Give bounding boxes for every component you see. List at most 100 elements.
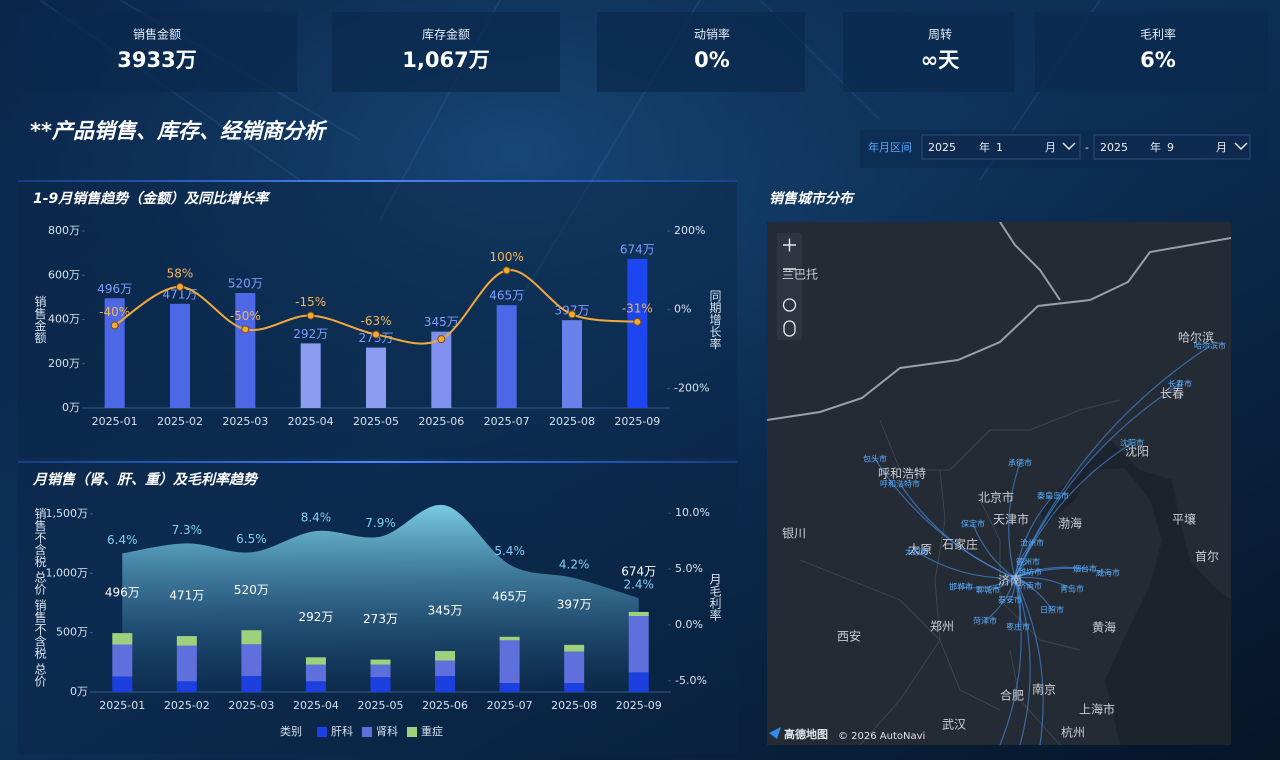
line-label: -50% — [230, 309, 261, 323]
x-tick-label: 2025-04 — [288, 415, 334, 428]
map-border — [767, 237, 1231, 421]
bar — [562, 320, 582, 408]
legend-swatch — [362, 727, 372, 737]
city-label: 长春市 — [1168, 379, 1192, 389]
total-label: 397万 — [557, 597, 592, 611]
flow — [984, 577, 1016, 622]
chevron[interactable] — [1234, 142, 1248, 151]
place-label: 南京 — [1032, 682, 1056, 697]
city-label: 烟台市 — [1073, 564, 1097, 574]
chevron[interactable] — [1062, 142, 1076, 151]
y-tick-label: 1,500万 — [46, 507, 89, 520]
bar-segment — [370, 659, 391, 665]
kpi-value: ∞天 — [921, 48, 960, 72]
place-label: 武汉 — [942, 718, 966, 732]
y2-axis-label: 同期增长率 — [708, 290, 722, 350]
y-tick-label: 0万 — [62, 401, 80, 414]
x-tick-label: 2025-05 — [353, 415, 399, 428]
place-label: 石家庄 — [942, 537, 978, 552]
map-title: 销售城市分布 — [769, 190, 855, 207]
y2-tick-label: 5.0% — [675, 562, 703, 575]
bar-segment — [305, 664, 326, 682]
flow — [1014, 577, 1031, 745]
bar-segment — [305, 657, 326, 665]
city-label: 威海市 — [1096, 568, 1120, 578]
start-picker[interactable] — [921, 134, 1081, 160]
legend-swatch — [317, 727, 327, 737]
bar-segment — [241, 630, 262, 645]
mouse-button[interactable] — [783, 320, 796, 337]
x-tick-label: 2025-03 — [222, 415, 268, 428]
filter-text: 月 — [1216, 141, 1227, 154]
filter-text: 2025 — [1100, 141, 1128, 154]
compass-button[interactable] — [782, 298, 797, 312]
flow — [899, 483, 1016, 579]
y-tick-label: 800万 — [48, 224, 80, 237]
kpi-value: 6% — [1140, 48, 1176, 72]
y2-axis-label: 月毛利率 — [708, 573, 722, 621]
line-point — [502, 266, 511, 275]
flow — [960, 577, 1016, 589]
place-label: 合肥 — [1000, 688, 1024, 703]
flow — [916, 551, 1016, 579]
zoom-buttons[interactable] — [783, 238, 796, 270]
line-label: 2.4% — [623, 578, 654, 592]
line-point — [633, 317, 642, 326]
city-label: 德州市 — [1016, 557, 1040, 567]
end-picker[interactable] — [1093, 134, 1251, 160]
x-tick-label: 2025-08 — [549, 415, 595, 428]
kpi-cards — [18, 12, 1268, 92]
bar-segment — [435, 675, 456, 692]
total-label: 674万 — [621, 564, 656, 578]
city-label: 枣庄市 — [1006, 622, 1030, 632]
city-label: 沧州市 — [1020, 538, 1044, 548]
place-label: 首尔 — [1195, 549, 1219, 564]
kpi-value: 3933万 — [117, 48, 196, 72]
panel-rule — [18, 461, 737, 463]
place-label: 哈尔滨 — [1178, 330, 1214, 345]
place-label: 杭州 — [1061, 725, 1085, 740]
bar-segment — [435, 660, 456, 676]
line-label: 6.5% — [236, 532, 267, 546]
y-axis-label: 销售金额 — [33, 295, 47, 344]
place-label: 上海市 — [1079, 702, 1115, 717]
bar-segment — [370, 664, 391, 678]
total-label: 496万 — [105, 586, 140, 600]
panel — [18, 180, 737, 458]
bar-segment — [370, 677, 391, 692]
y2-tick-label: 10.0% — [675, 506, 710, 519]
bar-label: 292万 — [293, 327, 328, 341]
line-label: 7.3% — [172, 523, 203, 537]
line-label: -31% — [622, 301, 653, 315]
place-label: 西安 — [837, 629, 861, 644]
line-point — [568, 310, 576, 319]
line-label: 7.9% — [365, 516, 396, 530]
x-tick-label: 2025-02 — [164, 699, 210, 712]
city-label: 呼和浩特市 — [880, 479, 920, 489]
bar-segment — [176, 636, 197, 646]
filter-text: 月 — [1045, 141, 1056, 154]
legend-label: 重症 — [421, 724, 443, 738]
y2-tick-label: -200% — [674, 381, 709, 394]
panel-rule — [18, 180, 737, 182]
bar-segment — [564, 644, 585, 652]
y2-tick-label: 0.0% — [675, 618, 703, 631]
brand-logo — [769, 727, 781, 739]
city-label: 泰安市 — [998, 595, 1022, 605]
map-brand: 高德地图 — [784, 727, 828, 741]
filter-text: 1 — [996, 141, 1003, 154]
total-label: 292万 — [298, 610, 333, 624]
line-label: -63% — [360, 314, 391, 328]
bar-segment — [112, 633, 133, 645]
city-label: 秦皇岛市 — [1037, 491, 1069, 501]
place-label: 郑州 — [930, 619, 954, 634]
filter-text: 年 — [979, 140, 990, 154]
map-controls — [777, 233, 802, 340]
page-title: **产品销售、库存、经销商分析 — [30, 119, 328, 143]
bar — [300, 343, 321, 408]
y2-tick-label: 0% — [674, 303, 691, 316]
place-label: 呼和浩特 — [878, 466, 926, 481]
x-tick-label: 2025-07 — [484, 415, 530, 428]
